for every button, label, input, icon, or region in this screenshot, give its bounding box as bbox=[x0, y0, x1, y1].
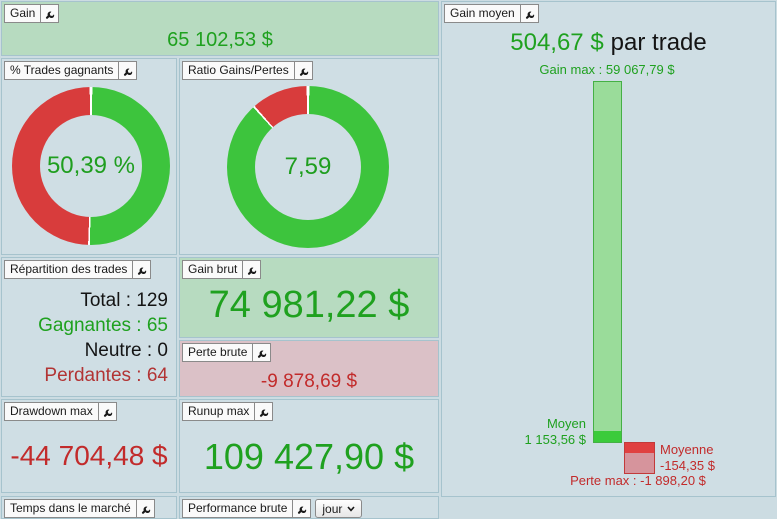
wrench-icon bbox=[248, 267, 257, 275]
panel-temps-marche-settings-button[interactable] bbox=[135, 499, 155, 518]
chevron-down-icon bbox=[347, 505, 356, 512]
panel-gain: Gain 65 102,53 $ bbox=[1, 1, 439, 56]
wrench-icon bbox=[260, 409, 269, 417]
panel-performance-settings-button[interactable] bbox=[292, 499, 312, 518]
gain-loss-ratio-donut-chart bbox=[227, 86, 389, 248]
panel-drawdown-title: Drawdown max bbox=[4, 402, 99, 421]
panel-ratio-header: Ratio Gains/Pertes bbox=[182, 61, 313, 80]
losing-trades-row: Perdantes : 64 bbox=[44, 365, 168, 386]
panel-trades-gagnants: % Trades gagnants 50,39 % bbox=[1, 58, 177, 255]
panel-ratio-gains-pertes: Ratio Gains/Pertes 7,59 bbox=[179, 58, 439, 255]
gain-loss-ratio-value: 7,59 bbox=[284, 153, 332, 180]
panel-runup-max: Runup max 109 427,90 $ bbox=[179, 399, 439, 493]
panel-temps-marche: Temps dans le marché bbox=[1, 496, 177, 519]
panel-trades-gagnants-header: % Trades gagnants bbox=[4, 61, 138, 80]
panel-gain-moyen-settings-button[interactable] bbox=[519, 4, 539, 23]
wrench-icon bbox=[258, 350, 267, 358]
panel-gain-brut-settings-button[interactable] bbox=[242, 260, 262, 279]
drawdown-max-value: -44 704,48 $ bbox=[10, 440, 168, 471]
panel-gain-moyen-title: Gain moyen bbox=[444, 4, 521, 23]
panel-gain-brut: Gain brut 74 981,22 $ bbox=[179, 257, 439, 338]
neutral-trades-row: Neutre : 0 bbox=[84, 340, 168, 361]
panel-ratio-settings-button[interactable] bbox=[293, 61, 313, 80]
wrench-icon bbox=[141, 506, 150, 514]
winning-trades-donut-chart bbox=[12, 87, 170, 245]
average-gain-bar-segment bbox=[594, 431, 621, 442]
panel-repartition-settings-button[interactable] bbox=[132, 260, 152, 279]
panel-perte-brute-settings-button[interactable] bbox=[252, 343, 272, 362]
panel-trades-gagnants-title: % Trades gagnants bbox=[4, 61, 120, 80]
panel-runup-header: Runup max bbox=[182, 402, 274, 421]
wrench-icon bbox=[138, 267, 147, 275]
panel-performance-header: Performance brute jour bbox=[182, 499, 363, 518]
panel-drawdown-max: Drawdown max -44 704,48 $ bbox=[1, 399, 177, 493]
average-loss-bar-label: Moyenne -154,35 $ bbox=[660, 442, 715, 474]
panel-runup-title: Runup max bbox=[182, 402, 256, 421]
average-gain-suffix: par trade bbox=[610, 29, 707, 56]
panel-perte-brute: Perte brute -9 878,69 $ bbox=[179, 340, 439, 397]
panel-drawdown-settings-button[interactable] bbox=[97, 402, 117, 421]
average-gain-value: 504,67 $ bbox=[510, 29, 604, 56]
moyen-value: 1 153,56 $ bbox=[524, 432, 586, 447]
average-gain-bar-label: Moyen 1 153,56 $ bbox=[525, 416, 586, 448]
panel-gain-title: Gain bbox=[4, 4, 42, 23]
panel-repartition: Répartition des trades Total : 129 Gagna… bbox=[1, 257, 177, 397]
winning-trades-percentage: 50,39 % bbox=[46, 152, 136, 179]
panel-trades-gagnants-settings-button[interactable] bbox=[118, 61, 138, 80]
total-trades-row: Total : 129 bbox=[80, 290, 168, 311]
panel-repartition-header: Répartition des trades bbox=[4, 260, 152, 279]
panel-gain-brut-header: Gain brut bbox=[182, 260, 262, 279]
gain-max-bar bbox=[593, 81, 622, 443]
panel-runup-settings-button[interactable] bbox=[254, 402, 274, 421]
gain-max-label: Gain max : 59 067,79 $ bbox=[539, 62, 675, 77]
moyenne-value: -154,35 $ bbox=[660, 458, 715, 473]
panel-drawdown-header: Drawdown max bbox=[4, 402, 117, 421]
wrench-icon bbox=[298, 506, 307, 514]
wrench-icon bbox=[525, 11, 534, 19]
panel-gain-header: Gain bbox=[4, 4, 60, 23]
panel-ratio-title: Ratio Gains/Pertes bbox=[182, 61, 295, 80]
moyenne-label: Moyenne bbox=[660, 442, 714, 457]
average-gain-per-trade: 504,67 $ par trade bbox=[442, 29, 775, 57]
panel-gain-settings-button[interactable] bbox=[40, 4, 60, 23]
wrench-icon bbox=[124, 68, 133, 76]
panel-temps-marche-header: Temps dans le marché bbox=[4, 499, 155, 518]
wrench-icon bbox=[299, 68, 308, 76]
panel-gain-brut-title: Gain brut bbox=[182, 260, 244, 279]
wrench-icon bbox=[46, 11, 55, 19]
panel-gain-moyen-header: Gain moyen bbox=[444, 4, 539, 23]
winning-trades-row: Gagnantes : 65 bbox=[38, 315, 168, 336]
average-loss-bar-segment bbox=[625, 443, 654, 453]
panel-gain-moyen: Gain moyen 504,67 $ par trade Gain max : … bbox=[441, 1, 776, 497]
panel-perte-brute-header: Perte brute bbox=[182, 343, 272, 362]
panel-performance-title: Performance brute bbox=[182, 499, 294, 518]
panel-perte-brute-title: Perte brute bbox=[182, 343, 254, 362]
period-select[interactable]: jour bbox=[315, 499, 363, 518]
trade-breakdown-list: Total : 129 Gagnantes : 65 Neutre : 0 Pe… bbox=[38, 288, 168, 388]
panel-temps-marche-title: Temps dans le marché bbox=[4, 499, 137, 518]
panel-repartition-title: Répartition des trades bbox=[4, 260, 134, 279]
gain-value: 65 102,53 $ bbox=[167, 29, 273, 51]
moyen-label: Moyen bbox=[546, 416, 586, 431]
gross-gain-value: 74 981,22 $ bbox=[208, 284, 410, 326]
perte-max-label: Perte max : -1 898,20 $ bbox=[570, 473, 706, 488]
period-select-value: jour bbox=[322, 501, 343, 516]
runup-max-value: 109 427,90 $ bbox=[203, 436, 415, 477]
gross-loss-value: -9 878,69 $ bbox=[260, 371, 358, 392]
panel-performance-brute: Performance brute jour bbox=[179, 496, 439, 519]
wrench-icon bbox=[103, 409, 112, 417]
